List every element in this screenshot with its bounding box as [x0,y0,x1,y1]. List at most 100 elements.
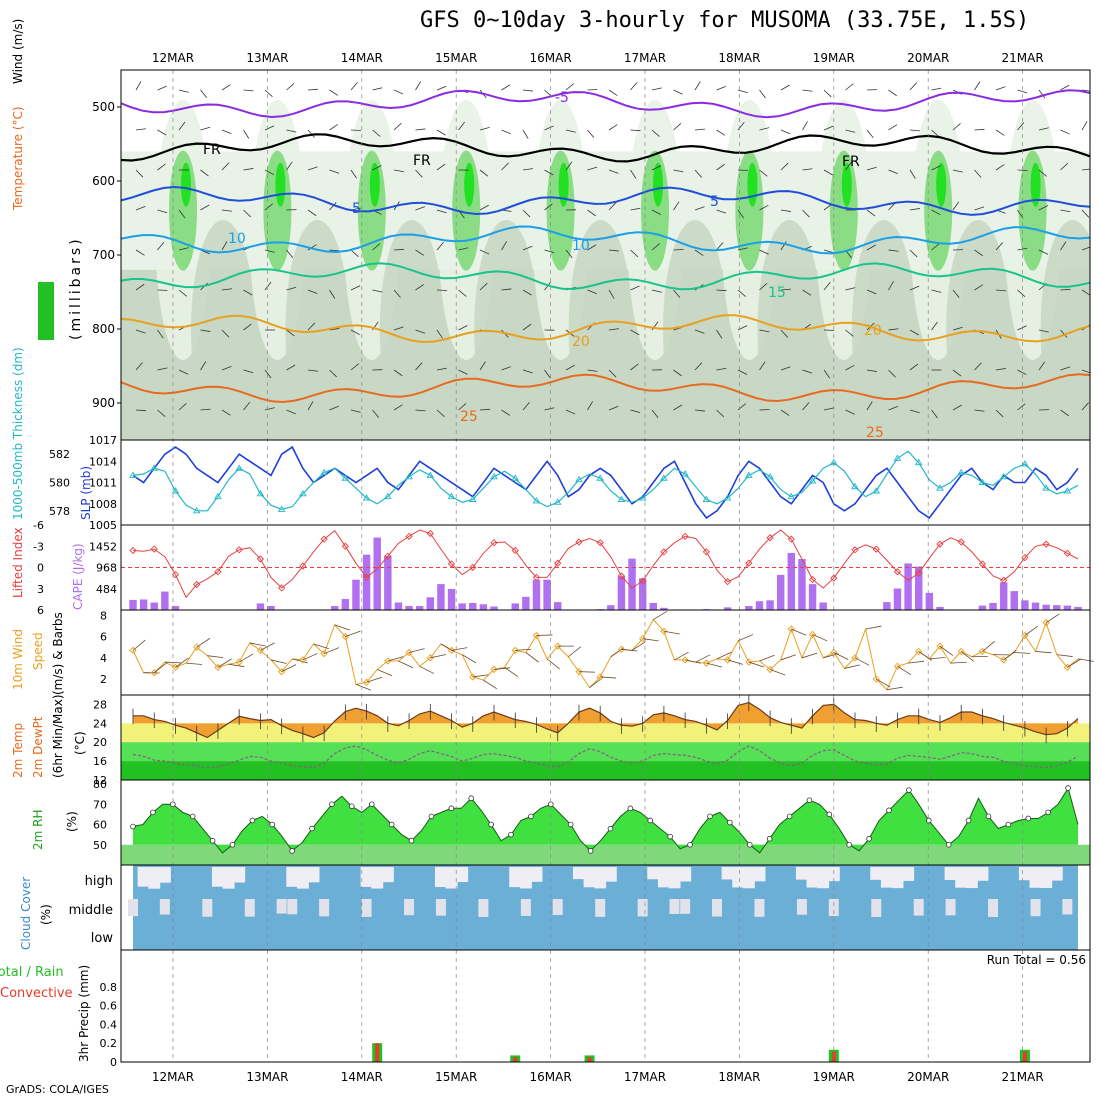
rh-shade-bright [936,163,946,207]
rh-point [588,848,593,853]
cloud-unit-text: (%) [39,904,53,925]
cloud-gap-high [881,867,893,888]
wind-barb-10m [855,658,869,666]
wind-barb-10m [717,652,732,659]
rh-ylabel: 2m RH [31,810,45,851]
cape-bar [777,575,784,610]
wind-barb-10m [536,635,552,636]
cape-bar [1032,603,1039,610]
rh-point [230,842,235,847]
cloud-gap-high [584,867,596,887]
precip-label-total: Total / Rain [0,965,64,980]
rh-point [1026,816,1031,821]
wind-tick: 2 [100,673,107,686]
temp-tick: 20 [93,736,107,749]
wind-barb-10m [526,653,539,663]
precip-tick: 0.2 [100,1037,118,1050]
cape-bar [267,606,274,610]
cloud-gap-high [669,867,681,888]
cloud-gap-high [148,867,160,889]
wind-tick: 6 [100,631,107,644]
rh-tick: 70 [93,798,107,811]
li-tick: 0 [37,562,44,575]
date-label-top: 16MAR [530,51,572,65]
rh-point [807,798,812,803]
isotherm-label: 20 [572,334,590,350]
rh-point [1046,810,1051,815]
wind-ylabel-text: (m/s) & Barbs [51,612,65,695]
cloud-gap-high [976,867,988,881]
cloud-gap-high [1030,867,1042,888]
cape-bar [480,604,487,610]
cape-bar [756,601,763,610]
cape-bar [1000,582,1007,610]
cloud-gap-middle [754,899,764,917]
rh-point [708,814,713,819]
cape-ylabel-text: CAPE (J/kg) [71,543,85,610]
wind-ylabel-2: Speed [31,632,45,670]
cloud-gap-high [297,867,309,889]
wind-barb-10m [441,644,455,652]
cloud-gap-middle [160,899,170,915]
date-label-bottom: 15MAR [435,1070,477,1084]
cloud-gap-middle [595,899,605,917]
rh-point [469,796,474,801]
cloud-gap-high [446,867,458,889]
cloud-gap-middle [521,899,531,916]
cloud-gap-high [212,867,224,887]
rh-tick: 50 [93,839,107,852]
rh-point [449,806,454,811]
temp-ylabel-text: (6hr Min/Max) [51,695,65,779]
date-label-bottom: 18MAR [718,1070,760,1084]
rh-shade-bright [464,163,474,207]
cape-bar [618,576,625,610]
date-label-bottom: 14MAR [341,1070,383,1084]
run-total-label: Run Total = 0.56 [987,953,1086,967]
wind-barb-10m [197,638,210,647]
rh-unit: (%) [65,811,79,832]
cape-bar [819,603,826,610]
cape-bar [257,603,264,610]
rh-point [330,802,335,807]
rh-point [648,818,653,823]
precip-convective-bar [1023,1052,1027,1062]
slp-tick: 1014 [89,455,117,468]
date-label-top: 15MAR [435,51,477,65]
rh-point [568,822,573,827]
wind-barb-10m [154,663,167,673]
wind-barb-10m [505,667,518,676]
wind-ylabel-text: Speed [31,632,45,670]
rh-point [827,812,832,817]
panel-frame [121,610,1090,695]
wind-barb-10m [866,626,882,629]
isotherm-label: 20 [864,323,882,339]
precip-unit: 3hr Precip (mm) [77,965,91,1062]
rh-point [926,818,931,823]
ylabel-temperature: Temperature (°C) [11,106,25,211]
date-label-bottom: 20MAR [907,1070,949,1084]
rh-point [270,822,275,827]
cloud-gap-high [945,867,957,880]
cloud-gap-high [807,867,819,888]
rh-point [429,814,434,819]
rh-point [409,838,414,843]
cape-bar [352,580,359,610]
rh-point [1066,786,1071,791]
cape-tick: 484 [96,583,117,596]
cape-bar [405,606,412,610]
li-tick: -6 [33,519,44,532]
wind-barb-10m [483,680,496,689]
wind-barb-10m [186,663,202,664]
cape-bar [798,559,805,610]
rh-color-swatch [38,282,54,340]
rh-point [847,842,852,847]
rh-point [986,814,991,819]
li-tick: -3 [33,540,44,553]
cloud-gap-high [456,867,468,882]
wind-barb-10m [1078,659,1094,662]
cape-bar [373,538,380,610]
cloud-gap-middle [946,899,956,915]
wind-barb-10m [547,659,559,669]
cloud-gap-middle [404,899,414,915]
wind-barb-10m [218,659,232,667]
